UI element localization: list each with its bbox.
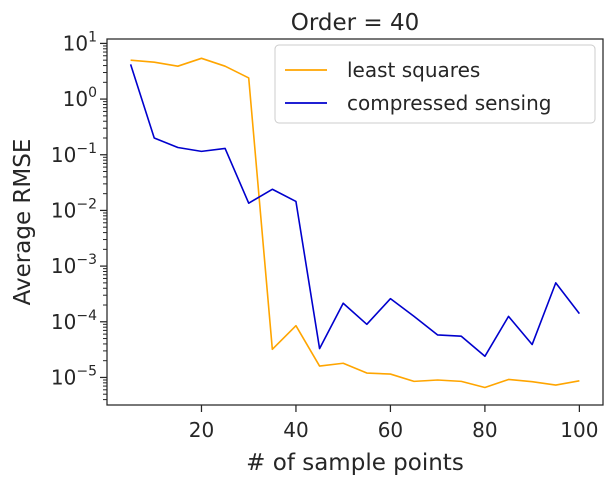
legend-label-0: least squares (347, 58, 480, 82)
x-tick-label: 80 (472, 418, 497, 442)
series-line-1 (129, 64, 581, 358)
series-line-0 (130, 57, 580, 389)
y-tick-label: 10−5 (51, 363, 97, 389)
y-tick-label: 100 (63, 85, 97, 111)
x-tick-label: 100 (560, 418, 598, 442)
legend: least squares compressed sensing (274, 44, 596, 124)
plot-frame (106, 38, 604, 406)
legend-box (274, 44, 596, 124)
y-tick-label: 10−4 (51, 308, 97, 334)
y-tick-label: 10−2 (51, 196, 97, 222)
chart-title: Order = 40 (291, 10, 420, 36)
x-tick-label: 40 (283, 418, 308, 442)
legend-label-1: compressed sensing (347, 91, 551, 115)
x-tick-label: 20 (189, 418, 214, 442)
y-tick-label: 101 (63, 29, 97, 55)
y-tick-label: 10−1 (51, 141, 97, 167)
y-tick-label: 10−3 (51, 252, 97, 278)
x-tick-label: 60 (378, 418, 403, 442)
y-axis-label: Average RMSE (10, 139, 36, 306)
x-axis-label: # of sample points (246, 450, 464, 476)
plot-area: 20 40 60 80 100 10−5 10−4 10−3 10−2 10−1 100 101 (51, 29, 599, 442)
